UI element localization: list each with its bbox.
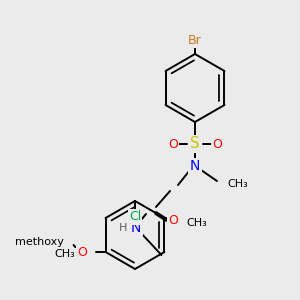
Text: CH₃: CH₃ — [55, 249, 76, 259]
Text: O: O — [168, 214, 178, 226]
Text: O: O — [168, 137, 178, 151]
Text: CH₃: CH₃ — [186, 218, 207, 228]
Text: methyl: methyl — [78, 250, 82, 251]
Text: S: S — [190, 136, 200, 152]
Text: Br: Br — [188, 34, 202, 46]
Text: Cl: Cl — [129, 211, 141, 224]
Text: CH₃: CH₃ — [227, 179, 248, 189]
Text: N: N — [190, 159, 200, 173]
Text: O: O — [212, 137, 222, 151]
Text: H: H — [118, 223, 127, 233]
Text: O: O — [78, 245, 88, 259]
Text: N: N — [131, 221, 141, 235]
Text: methoxy: methoxy — [15, 237, 64, 247]
